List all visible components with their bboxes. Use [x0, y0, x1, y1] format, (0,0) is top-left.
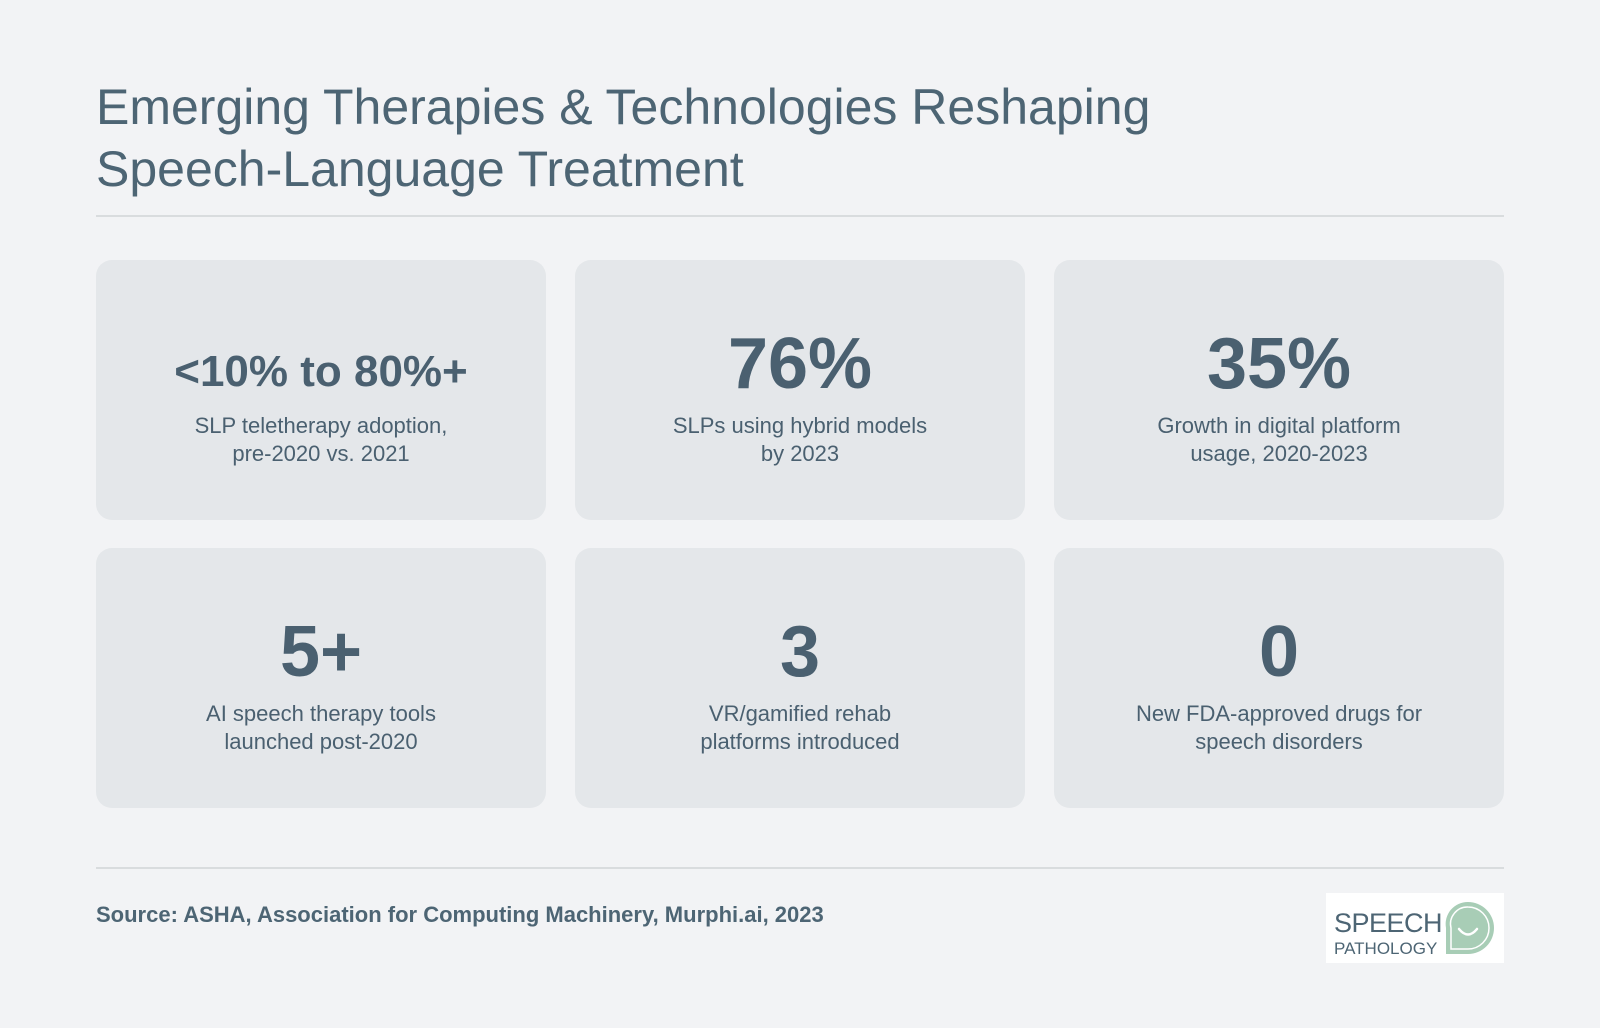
stat-value: 0: [1258, 612, 1300, 692]
stat-label: AI speech therapy tools launched post-20…: [171, 700, 471, 756]
stat-label: Growth in digital platform usage, 2020-2…: [1129, 412, 1429, 468]
footer-divider: [96, 867, 1504, 869]
source-citation: Source: ASHA, Association for Computing …: [96, 902, 824, 927]
stat-label-line: pre-2020 vs. 2021: [232, 441, 410, 466]
stat-card-teletherapy-adoption: <10% to 80%+ SLP teletherapy adoption, p…: [96, 260, 546, 520]
stat-value: <10% to 80%+: [174, 347, 468, 396]
stat-label-line: New FDA-approved drugs for: [1135, 701, 1423, 726]
stat-card-vr-platforms: 3 VR/gamified rehab platforms introduced: [575, 548, 1025, 808]
stat-card-digital-platform-growth: 35% Growth in digital platform usage, 20…: [1054, 260, 1504, 520]
stat-value: 3: [779, 612, 821, 692]
stat-label-line: usage, 2020-2023: [1190, 441, 1368, 466]
stat-value: 76%: [727, 324, 873, 404]
stat-label-line: launched post-2020: [224, 729, 418, 754]
stat-value: 5+: [279, 612, 363, 692]
logo-text-speech: SPEECH: [1334, 908, 1443, 938]
stat-label-line: platforms introduced: [700, 729, 900, 754]
infographic: Emerging Therapies & Technologies Reshap…: [96, 0, 1504, 1028]
stat-label: VR/gamified rehab platforms introduced: [650, 700, 950, 756]
logo-text-pathology: PATHOLOGY: [1334, 939, 1438, 958]
stat-label: SLP teletherapy adoption, pre-2020 vs. 2…: [171, 412, 471, 468]
stat-label-line: speech disorders: [1195, 729, 1363, 754]
stat-label-line: Growth in digital platform: [1157, 413, 1401, 438]
stats-grid: <10% to 80%+ SLP teletherapy adoption, p…: [96, 260, 1504, 808]
stat-card-fda-drugs: 0 New FDA-approved drugs for speech diso…: [1054, 548, 1504, 808]
speech-bubble-smile-icon: [1445, 901, 1494, 954]
stat-label-line: SLPs using hybrid models: [672, 413, 928, 438]
title-divider: [96, 215, 1504, 217]
speech-pathology-logo: SPEECH PATHOLOGY: [1326, 893, 1504, 963]
stat-label: New FDA-approved drugs for speech disord…: [1129, 700, 1429, 756]
stat-card-ai-tools: 5+ AI speech therapy tools launched post…: [96, 548, 546, 808]
stat-label-line: AI speech therapy tools: [206, 701, 436, 726]
page-title: Emerging Therapies & Technologies Reshap…: [96, 79, 1151, 197]
stat-label-line: VR/gamified rehab: [708, 701, 892, 726]
stat-label: SLPs using hybrid models by 2023: [650, 412, 950, 468]
stat-card-hybrid-models: 76% SLPs using hybrid models by 2023: [575, 260, 1025, 520]
stat-value: 35%: [1206, 324, 1352, 404]
stat-label-line: by 2023: [760, 441, 840, 466]
stat-label-line: SLP teletherapy adoption,: [194, 413, 448, 438]
